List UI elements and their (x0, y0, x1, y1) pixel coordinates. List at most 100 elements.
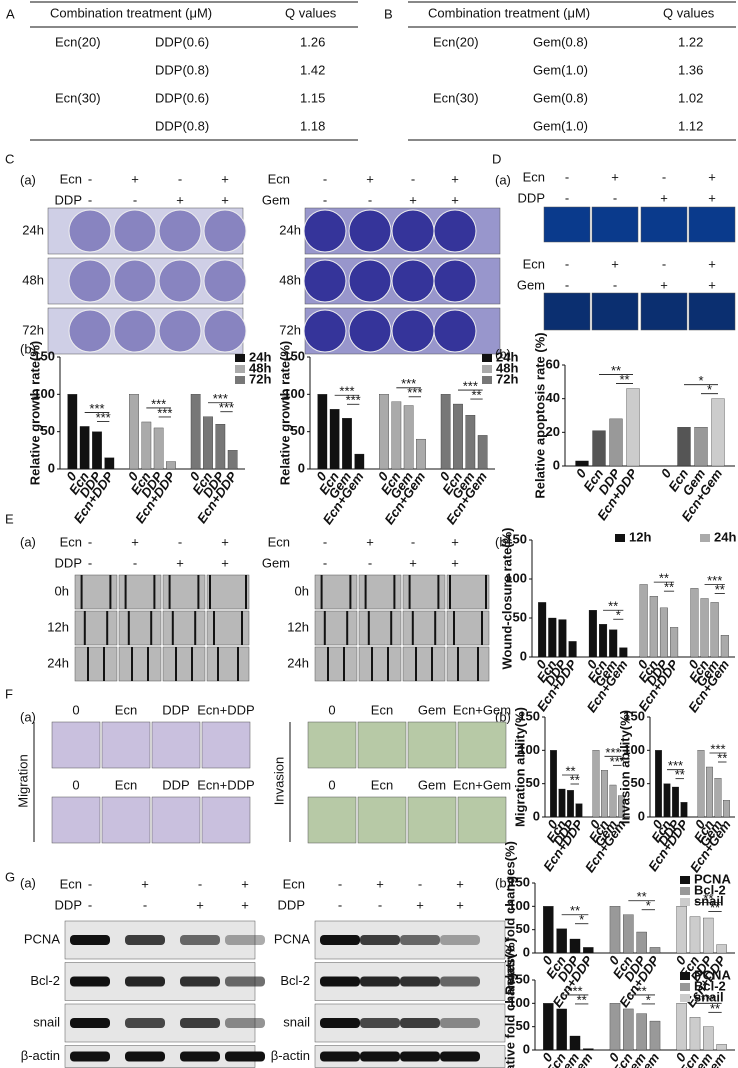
treatment-mark: + (708, 256, 716, 271)
bar (588, 610, 597, 658)
bar (548, 617, 557, 658)
sig-label: *** (701, 992, 716, 1007)
treatment-mark: + (660, 190, 668, 205)
treatment-name: Ecn (523, 256, 545, 271)
sig-label: *** (346, 393, 361, 408)
sig-label: *** (89, 401, 104, 416)
time-label: 0h (295, 583, 309, 598)
treatment-mark: + (376, 876, 384, 891)
blot-band (440, 935, 480, 945)
legend-label: snail (694, 989, 724, 1004)
time-label: 0h (55, 583, 69, 598)
blot-band (125, 976, 165, 987)
blot-band (400, 1018, 440, 1028)
bar (716, 944, 727, 954)
bar (609, 418, 623, 467)
legend-swatch (680, 876, 690, 884)
treatment-mark: - (88, 897, 92, 912)
time-label: 72h (22, 322, 44, 337)
bar (655, 750, 662, 818)
legend-swatch (680, 898, 690, 906)
panel-label: E (5, 511, 14, 526)
sig-label: ** (570, 903, 580, 918)
bar (676, 906, 687, 954)
blot-band (180, 935, 220, 945)
blot-band (440, 1051, 480, 1062)
sig-label: *** (567, 983, 582, 998)
treatment-mark: - (613, 190, 617, 205)
bar (618, 795, 625, 818)
well (303, 209, 347, 253)
sig-label: *** (157, 405, 172, 420)
treatment-mark: - (178, 534, 182, 549)
image-label: Ecn (115, 702, 137, 717)
image-label: Ecn+DDP (197, 777, 254, 792)
wound-image (402, 610, 446, 646)
bar (538, 602, 547, 658)
bar (609, 784, 617, 818)
blot-band (360, 1018, 400, 1028)
treatment-name: Ecn (268, 534, 290, 549)
y-tick-label: 20 (546, 424, 560, 439)
well (203, 209, 247, 253)
bar (141, 421, 152, 470)
bar (79, 426, 90, 470)
treatment-mark: + (708, 169, 716, 184)
bar (556, 1008, 567, 1051)
sig-label: * (646, 898, 651, 913)
blot-label: snail (283, 1014, 310, 1029)
treatment-name: Ecn (523, 169, 545, 184)
blot-label: PCNA (274, 931, 310, 946)
treatment-mark: - (565, 277, 569, 292)
time-label: 12h (287, 619, 309, 634)
legend-swatch (235, 354, 245, 362)
table-cell: DDP(0.8) (155, 62, 209, 77)
sub-label: (a) (20, 875, 36, 890)
sig-label: * (579, 912, 584, 927)
bar (592, 750, 600, 818)
blot-band (360, 976, 400, 987)
bar (567, 790, 574, 818)
sub-label: (a) (495, 172, 511, 187)
bar (477, 435, 488, 470)
bar (104, 457, 115, 470)
blot-band (440, 976, 480, 987)
blot-label: snail (33, 1014, 60, 1029)
table-cell: Gem(0.8) (533, 90, 588, 105)
blot-band (70, 1018, 110, 1028)
well (68, 309, 112, 353)
y-axis-label: Relative growth rate(%) (27, 341, 42, 485)
transwell-image (457, 796, 507, 844)
bar (153, 427, 164, 470)
y-axis-label: Migration ability(%) (512, 707, 527, 827)
sig-label: *** (605, 745, 620, 760)
bar (670, 627, 679, 658)
y-tick-label: 60 (546, 356, 560, 371)
fluorescence-image (688, 292, 736, 331)
treatment-mark: + (131, 534, 139, 549)
table-cell: 1.12 (678, 118, 703, 133)
sig-label: *** (219, 400, 234, 415)
image-label: Ecn (371, 777, 393, 792)
bar (700, 598, 709, 658)
fluorescence-image (543, 206, 591, 243)
time-label: 12h (47, 619, 69, 634)
legend-label: 12h (629, 529, 651, 544)
treatment-name: Ecn (268, 171, 290, 186)
fluorescence-image (591, 292, 639, 331)
sig-label: ** (637, 889, 647, 904)
y-tick-label: 0 (523, 1041, 530, 1056)
treatment-name: Ecn (60, 876, 82, 891)
treatment-mark: - (418, 876, 422, 891)
y-tick-label: 100 (623, 742, 645, 757)
treatment-mark: - (198, 876, 202, 891)
image-label: Ecn+Gem (453, 777, 511, 792)
treatment-mark: + (131, 171, 139, 186)
treatment-mark: + (660, 277, 668, 292)
image-label: Ecn+Gem (453, 702, 511, 717)
wound-image (74, 646, 118, 682)
y-axis-label: Wound-closure rate(%) (499, 527, 514, 669)
treatment-mark: + (141, 876, 149, 891)
bar (609, 629, 618, 658)
sig-label: *** (707, 573, 722, 588)
